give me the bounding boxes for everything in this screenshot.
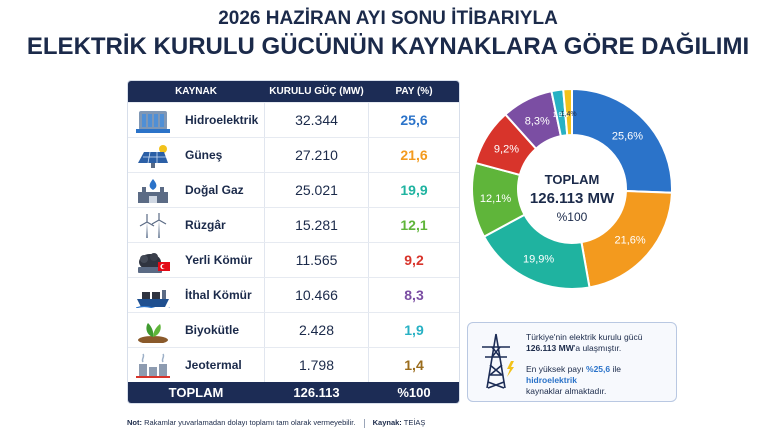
slice-label: 1,4% bbox=[561, 111, 577, 118]
table-row: İthal Kömür 10.466 8,3 bbox=[128, 277, 459, 313]
row-source-name: Rüzgâr bbox=[185, 218, 226, 232]
row-capacity: 11.565 bbox=[295, 252, 338, 268]
row-share: 19,9 bbox=[400, 182, 428, 198]
footer: Not: Rakamlar yuvarlamadan dolayı toplam… bbox=[127, 418, 425, 428]
power-pylon-icon bbox=[482, 333, 514, 389]
header-share: PAY (%) bbox=[395, 86, 433, 97]
donut-slice bbox=[562, 87, 573, 137]
donut-slice bbox=[571, 87, 673, 194]
slice-label: 19,9% bbox=[523, 253, 554, 265]
slice-label: 1,9% bbox=[553, 112, 569, 119]
donut-center-title: TOPLAM bbox=[545, 172, 600, 187]
wind-turbine-icon bbox=[139, 213, 167, 238]
slice-label: 9,2% bbox=[494, 144, 519, 156]
info-text-1: Türkiye'nin elektrik kurulu gücü 126.113 … bbox=[526, 332, 643, 353]
row-source-name: Biyokütle bbox=[185, 323, 240, 337]
note-text: Rakamlar yuvarlamadan dolayı toplamı tam… bbox=[144, 418, 356, 427]
biomass-icon bbox=[138, 323, 168, 343]
row-source-name: Jeotermal bbox=[185, 358, 242, 372]
row-share: 8,3 bbox=[404, 287, 424, 303]
title-line-2: ELEKTRİK KURULU GÜCÜNÜN KAYNAKLARA GÖRE … bbox=[26, 33, 750, 60]
donut-slice bbox=[580, 189, 673, 289]
title-line-1: 2026 HAZİRAN AYI SONU İTİBARIYLA bbox=[218, 8, 558, 29]
donut-center-percent: %100 bbox=[557, 210, 588, 224]
info-text-2: En yüksek payı %25,6 ile hidroelektrik ka… bbox=[526, 364, 621, 396]
row-source-name: Doğal Gaz bbox=[185, 183, 244, 197]
info-box: Türkiye'nin elektrik kurulu gücü 126.113 … bbox=[467, 322, 677, 402]
donut-center-total: 126.113 MW bbox=[530, 190, 615, 207]
row-share: 1,4 bbox=[404, 357, 424, 373]
solar-panel-icon bbox=[138, 145, 168, 168]
row-capacity: 27.210 bbox=[295, 147, 338, 163]
row-source-name: Yerli Kömür bbox=[185, 253, 253, 267]
table-header: KAYNAK KURULU GÜÇ (MW) PAY (%) bbox=[128, 81, 459, 102]
capacity-table: KAYNAK KURULU GÜÇ (MW) PAY (%) Hidroelek… bbox=[127, 80, 460, 404]
coal-ship-icon bbox=[136, 290, 170, 308]
row-capacity: 32.344 bbox=[295, 112, 338, 128]
row-share: 9,2 bbox=[404, 252, 424, 268]
table-row: Rüzgâr 15.281 12,1 bbox=[128, 207, 459, 243]
row-capacity: 1.798 bbox=[298, 357, 335, 373]
note-label: Not: bbox=[127, 418, 142, 427]
row-capacity: 10.466 bbox=[295, 287, 338, 303]
row-source-name: Hidroelektrik bbox=[185, 113, 259, 127]
header-capacity: KURULU GÜÇ (MW) bbox=[269, 86, 364, 97]
table-row: Jeotermal 1.798 1,4 bbox=[128, 347, 459, 383]
dam-icon bbox=[136, 111, 170, 133]
row-share: 25,6 bbox=[400, 112, 428, 128]
table-total-row: TOPLAM 126.113 %100 bbox=[128, 382, 459, 403]
geothermal-icon bbox=[136, 353, 170, 378]
header-source: KAYNAK bbox=[175, 86, 217, 97]
slice-label: 25,6% bbox=[612, 131, 643, 143]
slice-label: 21,6% bbox=[614, 235, 645, 247]
slice-label: 8,3% bbox=[525, 115, 550, 127]
row-capacity: 25.021 bbox=[295, 182, 338, 198]
table-row: Güneş 27.210 21,6 bbox=[128, 137, 459, 173]
table-row: Yerli Kömür 11.565 9,2 bbox=[128, 242, 459, 278]
gas-plant-icon bbox=[138, 179, 168, 203]
row-capacity: 2.428 bbox=[298, 322, 335, 338]
row-source-name: İthal Kömür bbox=[185, 288, 252, 302]
total-label: TOPLAM bbox=[168, 385, 224, 400]
row-capacity: 15.281 bbox=[295, 217, 338, 233]
table-row: Biyokütle 2.428 1,9 bbox=[128, 312, 459, 348]
row-share: 21,6 bbox=[400, 147, 428, 163]
source-text: TEİAŞ bbox=[403, 418, 426, 427]
row-share: 1,9 bbox=[404, 322, 424, 338]
total-value: 126.113 bbox=[293, 385, 340, 400]
row-share: 12,1 bbox=[400, 217, 428, 233]
table-row: Hidroelektrik 32.344 25,6 bbox=[128, 102, 459, 138]
source-label: Kaynak: bbox=[372, 418, 402, 427]
table-row: Doğal Gaz 25.021 19,9 bbox=[128, 172, 459, 208]
row-source-name: Güneş bbox=[185, 148, 223, 162]
total-pct: %100 bbox=[397, 385, 431, 400]
slice-label: 12,1% bbox=[480, 193, 511, 205]
domestic-coal-icon bbox=[138, 253, 170, 273]
donut-chart: 25,6% 21,6% 19,9% 12,1% 9,2% 8,3% 1,9%1,4% TOP… bbox=[471, 87, 673, 290]
